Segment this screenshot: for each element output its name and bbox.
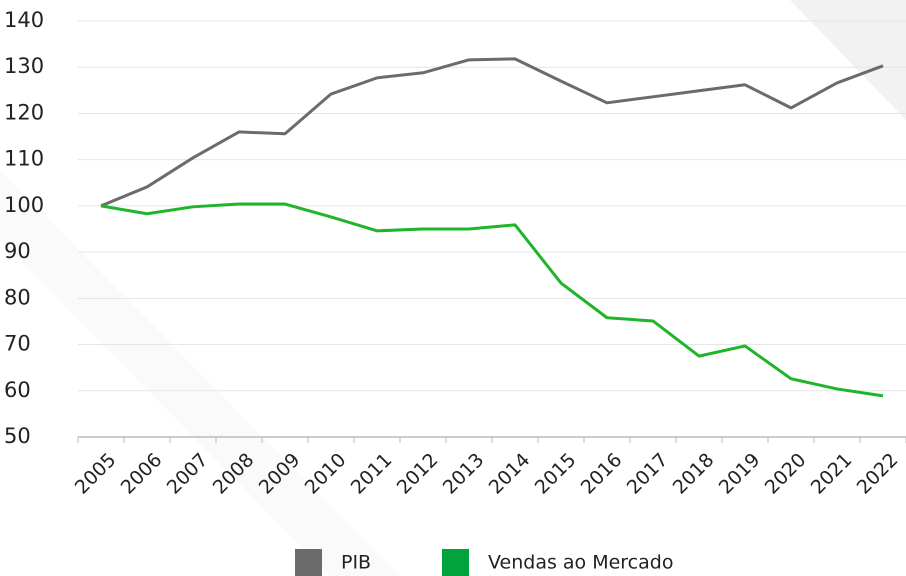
y-tick-label: 60 [4,378,31,402]
line-series [100,202,884,398]
y-tick-label: 50 [4,424,31,448]
x-tick-label: 2010 [301,449,351,499]
x-tick-label: 2005 [71,449,121,499]
y-tick-label: 110 [4,147,44,171]
legend-label: Vendas ao Mercado [488,552,673,574]
y-tick-label: 80 [4,285,31,309]
y-tick-label: 120 [4,100,44,124]
x-tick-label: 2006 [117,449,167,499]
x-tick-label: 2018 [669,449,719,499]
x-tick-label: 2022 [853,449,903,499]
legend-swatch [295,549,322,576]
x-tick-label: 2015 [531,449,581,499]
x-tick-label: 2011 [347,449,397,499]
x-tick-label: 2014 [485,449,535,499]
legend-label: PIB [341,552,371,574]
y-tick-label: 130 [4,54,44,78]
y-tick-label: 90 [4,239,31,263]
line-series [100,57,884,208]
y-tick-label: 100 [4,193,44,217]
x-tick-label: 2013 [439,449,489,499]
x-tick-label: 2016 [577,449,627,499]
y-tick-label: 140 [4,8,44,32]
x-tick-label: 2020 [761,449,811,499]
decoration [0,170,400,576]
x-tick-label: 2017 [623,449,673,499]
x-tick-label: 2019 [715,449,765,499]
y-tick-label: 70 [4,332,31,356]
x-tick-label: 2007 [163,449,213,499]
decoration [790,0,906,120]
x-tick-label: 2012 [393,449,443,499]
legend-swatch [442,549,469,576]
x-tick-label: 2021 [807,449,857,499]
